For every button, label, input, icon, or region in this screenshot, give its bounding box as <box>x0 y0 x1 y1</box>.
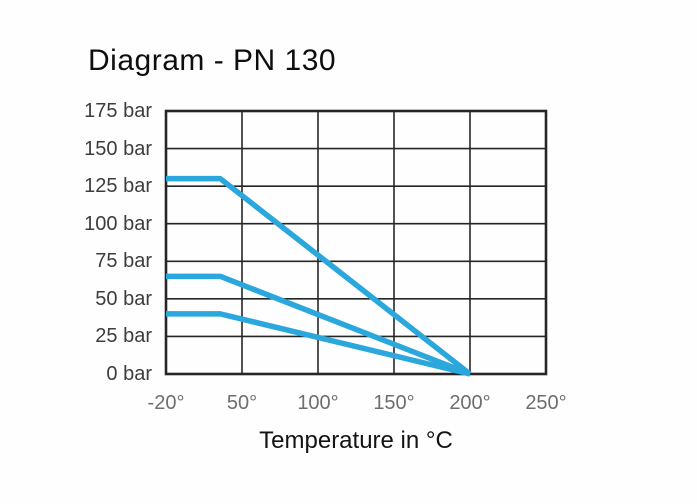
y-tick-label: 100 bar <box>84 212 152 235</box>
plot-border <box>164 109 548 376</box>
x-tick-label: -20° <box>147 392 185 414</box>
y-tick-label: 25 bar <box>95 325 152 348</box>
chart-title: Diagram - PN 130 <box>88 44 337 77</box>
x-tick-label: 250° <box>525 392 567 414</box>
x-tick-label: 150° <box>373 392 415 414</box>
plot-area <box>164 109 548 377</box>
x-axis-title: Temperature in °C <box>259 427 453 454</box>
data-line-40-bar-curve <box>166 311 471 377</box>
y-tick-label: 175 bar <box>84 100 152 122</box>
x-tick-label: 50° <box>226 392 258 414</box>
y-tick-label: 50 bar <box>95 287 152 310</box>
data-line-65-bar-curve <box>166 273 472 377</box>
y-tick-label: 75 bar <box>95 250 152 273</box>
y-tick-label: 0 bar <box>106 363 152 385</box>
y-tick-label: 125 bar <box>84 175 152 198</box>
y-tick-label: 150 bar <box>84 137 152 160</box>
data-line-130-bar-curve <box>166 175 472 377</box>
x-tick-label: 200° <box>449 392 491 414</box>
x-tick-label: 100° <box>297 392 339 414</box>
